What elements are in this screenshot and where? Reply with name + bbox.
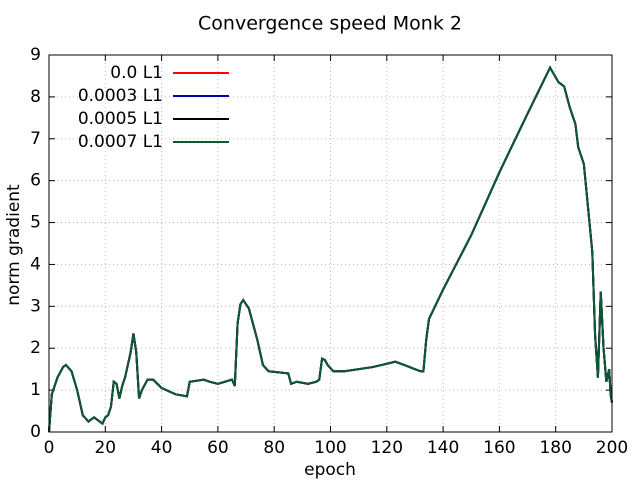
x-tick-label: 0 (44, 438, 55, 458)
x-tick-label: 100 (314, 438, 346, 458)
x-tick-label: 60 (207, 438, 229, 458)
x-tick-label: 180 (539, 438, 571, 458)
x-tick-label: 200 (596, 438, 628, 458)
legend-label: 0.0003 L1 (78, 86, 163, 106)
x-tick-label: 80 (263, 438, 285, 458)
y-axis-label: norm gradient (4, 184, 24, 306)
y-tick-label: 3 (30, 296, 41, 316)
y-tick-label: 8 (30, 87, 41, 107)
y-tick-label: 0 (30, 422, 41, 442)
legend-label: 0.0007 L1 (78, 132, 163, 152)
x-tick-label: 140 (427, 438, 459, 458)
x-tick-label: 20 (94, 438, 116, 458)
x-tick-label: 160 (483, 438, 515, 458)
legend-label: 0.0005 L1 (78, 109, 163, 129)
y-tick-label: 6 (30, 171, 41, 191)
x-tick-label: 120 (371, 438, 403, 458)
plot-frame (48, 54, 613, 433)
y-tick-label: 2 (30, 338, 41, 358)
x-axis-label: epoch (304, 460, 356, 480)
chart-title: Convergence speed Monk 2 (198, 13, 462, 35)
y-tick-label: 7 (30, 129, 41, 149)
legend-label: 0.0 L1 (110, 63, 163, 83)
series-line (48, 65, 613, 433)
y-tick-label: 4 (30, 254, 41, 274)
y-tick-label: 9 (30, 45, 41, 65)
y-tick-label: 5 (30, 213, 41, 233)
y-tick-label: 1 (30, 380, 41, 400)
x-tick-label: 40 (151, 438, 173, 458)
